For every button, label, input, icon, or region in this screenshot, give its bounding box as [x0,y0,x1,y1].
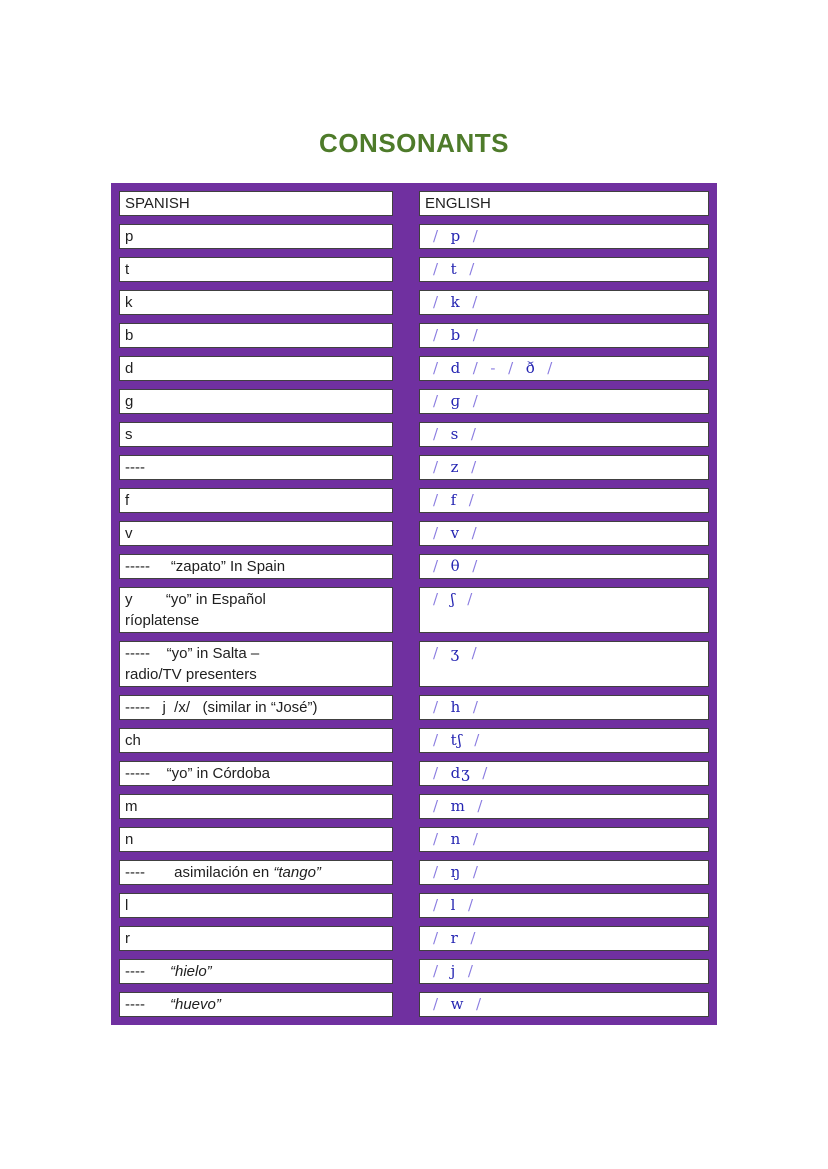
spanish-text-run: n [125,831,134,848]
spanish-text-run: s [125,426,133,443]
spanish-text-run: v [125,525,133,542]
english-ipa-cell: / p / [419,224,709,249]
spanish-text-run: ch [125,732,141,749]
spanish-cell: ch [119,728,393,753]
column-header-english: ENGLISH [419,191,709,216]
english-ipa-cell: / b / [419,323,709,348]
english-ipa-cell: / d / - / ð / [419,356,709,381]
spanish-text-run: “huevo” [170,996,221,1013]
spanish-text-run: b [125,327,134,344]
english-ipa-cell: / t / [419,257,709,282]
english-ipa-cell: / n / [419,827,709,852]
spanish-text-run: y “yo” in Español ríoplatense [125,591,266,629]
spanish-cell: b [119,323,393,348]
english-ipa-cell: / ŋ / [419,860,709,885]
spanish-cell: ----- “yo” in Salta – radio/TV presenter… [119,641,393,687]
spanish-text-run: ----- “yo” in Salta – radio/TV presenter… [125,645,260,683]
spanish-cell: ----- “zapato” In Spain [119,554,393,579]
spanish-cell: p [119,224,393,249]
spanish-text-run: ---- [125,459,145,476]
spanish-text-run: ----- j /x/ (similar in “José”) [125,699,318,716]
spanish-text-run: l [125,897,129,914]
spanish-cell: f [119,488,393,513]
spanish-cell: t [119,257,393,282]
english-ipa-cell: / s / [419,422,709,447]
english-ipa-cell: / w / [419,992,709,1017]
spanish-text-run: ---- [125,963,170,980]
spanish-text-run: “tango” [273,864,321,881]
english-ipa-cell: / θ / [419,554,709,579]
page-title: CONSONANTS [319,128,509,158]
english-ipa-cell: / z / [419,455,709,480]
english-ipa-cell: / dʒ / [419,761,709,786]
spanish-text-run: ---- asimilación en [125,864,274,881]
spanish-cell: ----- j /x/ (similar in “José”) [119,695,393,720]
english-ipa-cell: / ɡ / [419,389,709,414]
spanish-cell: y “yo” in Español ríoplatense [119,587,393,633]
english-ipa-cell: / m / [419,794,709,819]
english-ipa-cell: / r / [419,926,709,951]
english-ipa-cell: / f / [419,488,709,513]
english-ipa-cell: / l / [419,893,709,918]
spanish-text-run: “hielo” [170,963,212,980]
spanish-cell: m [119,794,393,819]
spanish-text-run: f [125,492,130,509]
spanish-text-run: ----- “zapato” In Spain [125,558,286,575]
spanish-cell: l [119,893,393,918]
spanish-text-run: ----- “yo” in Córdoba [125,765,271,782]
spanish-cell: n [119,827,393,852]
column-header-spanish: SPANISH [119,191,393,216]
spanish-cell: ---- [119,455,393,480]
english-ipa-cell: / tʃ / [419,728,709,753]
spanish-text-run: r [125,930,130,947]
spanish-cell: g [119,389,393,414]
spanish-text-run: g [125,393,134,410]
english-ipa-cell: / ʃ / [419,587,709,633]
spanish-cell: v [119,521,393,546]
spanish-text-run: d [125,360,134,377]
spanish-cell: k [119,290,393,315]
spanish-cell: s [119,422,393,447]
consonants-table: SPANISH ENGLISH p / p / t / t / k / k / … [111,183,717,1025]
spanish-cell: ---- asimilación en “tango” [119,860,393,885]
english-ipa-cell: / j / [419,959,709,984]
english-ipa-cell: / ʒ / [419,641,709,687]
spanish-text-run: ---- [125,996,170,1013]
spanish-text-run: t [125,261,130,278]
spanish-cell: ---- “hielo” [119,959,393,984]
english-ipa-cell: / v / [419,521,709,546]
spanish-cell: r [119,926,393,951]
spanish-cell: d [119,356,393,381]
spanish-text-run: m [125,798,138,815]
english-ipa-cell: / k / [419,290,709,315]
spanish-cell: ---- “huevo” [119,992,393,1017]
spanish-text-run: p [125,228,134,245]
document-page: CONSONANTS SPANISH ENGLISH p / p / t / t… [111,128,717,1025]
spanish-text-run: k [125,294,133,311]
english-ipa-cell: / h / [419,695,709,720]
spanish-cell: ----- “yo” in Córdoba [119,761,393,786]
